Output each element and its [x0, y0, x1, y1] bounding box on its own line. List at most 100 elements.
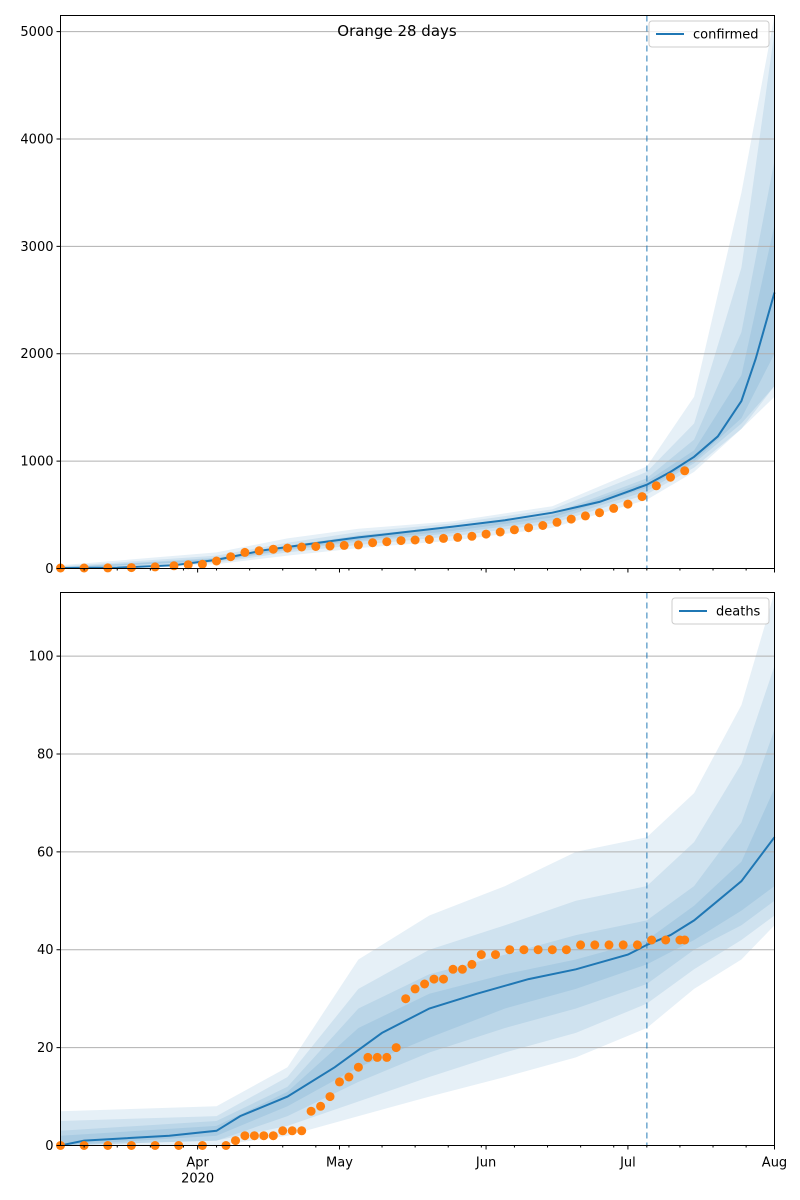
deaths-observed-point [259, 1131, 269, 1141]
confirmed-observed-point [595, 508, 604, 518]
deaths-x-tick-label: Jun [475, 1156, 496, 1171]
confirmed-observed-point [368, 538, 378, 548]
deaths-observed-point [344, 1072, 354, 1082]
deaths-observed-point [325, 1092, 335, 1102]
deaths-observed-point [476, 950, 486, 960]
confirmed-observed-point [183, 560, 193, 570]
confirmed-observed-point [325, 541, 335, 551]
deaths-observed-point [240, 1131, 250, 1141]
confirmed-panel: 0 1000 2000 3000 4000 5000 Orange 28 days con… [20, 15, 776, 577]
deaths-observed-point [410, 984, 420, 994]
confirmed-observed-point [268, 544, 278, 554]
deaths-observed-point [491, 950, 500, 960]
deaths-observed-point [429, 974, 439, 984]
confirmed-observed-point [197, 559, 207, 569]
confirmed-y-tick-label: 3000 [20, 240, 53, 255]
confirmed-observed-point [212, 556, 221, 566]
confirmed-observed-point [680, 466, 690, 476]
deaths-observed-point [382, 1052, 392, 1062]
deaths-observed-point [561, 945, 571, 955]
confirmed-observed-point [524, 523, 534, 533]
confirmed-observed-point [297, 542, 307, 552]
deaths-observed-point [576, 940, 586, 950]
confirmed-observed-point [353, 540, 363, 550]
confirmed-observed-point [509, 525, 519, 535]
deaths-median-line [60, 836, 776, 1147]
deaths-observed-point [391, 1043, 401, 1053]
confirmed-observed-point [439, 533, 448, 543]
confirmed-observed-point [103, 563, 113, 573]
deaths-observed-point [533, 945, 543, 955]
deaths-y-tick-label: 60 [37, 845, 54, 860]
deaths-observed-point [661, 935, 671, 945]
deaths-observed-point [420, 979, 430, 989]
deaths-y-tick-label: 80 [37, 747, 54, 762]
deaths-observed-point [278, 1126, 288, 1136]
deaths-x-tick-label: Apr [186, 1156, 209, 1171]
confirmed-observed-point [283, 543, 292, 553]
deaths-legend-label: deaths [716, 605, 761, 620]
confirmed-legend: confirmed [648, 20, 770, 48]
deaths-axes-frame [60, 592, 775, 1146]
confirmed-observed-point [666, 472, 675, 482]
deaths-observed-point [372, 1052, 382, 1062]
deaths-observed-point [618, 940, 628, 950]
confirmed-observed-point [311, 542, 321, 551]
deaths-observed-point [590, 940, 600, 950]
deaths-observed-point [297, 1126, 307, 1136]
confirmed-observed-point [467, 531, 477, 541]
confirmed-observed-point [226, 552, 236, 562]
deaths-observed-point [335, 1077, 344, 1087]
chart-title: Orange 28 days [337, 22, 457, 40]
deaths-uncertainty-band-1 [60, 592, 775, 1146]
confirmed-observed-point [637, 492, 647, 502]
deaths-observed-point [231, 1136, 240, 1146]
deaths-observed-point [547, 945, 557, 955]
confirmed-observed-point [339, 540, 349, 550]
confirmed-observed-point [552, 517, 562, 527]
deaths-observed-point [647, 935, 657, 945]
confirmed-legend-box [648, 20, 770, 48]
deaths-observed-point [604, 940, 614, 950]
confirmed-legend-label: confirmed [693, 28, 759, 43]
deaths-x-tick-label: Aug [762, 1156, 787, 1171]
confirmed-observed-point [609, 503, 619, 513]
confirmed-observed-point [453, 532, 463, 542]
confirmed-observed-point [240, 547, 250, 557]
deaths-uncertainty-band-4 [60, 788, 775, 1146]
deaths-observed-point [268, 1131, 278, 1141]
deaths-observed-point [353, 1062, 363, 1072]
deaths-x-tick-label: Jul [619, 1156, 636, 1171]
confirmed-y-tick-label: 1000 [20, 455, 53, 470]
deaths-x-tick-sublabel: 2020 [181, 1172, 214, 1187]
deaths-observed-point [439, 974, 448, 984]
deaths-y-axis: 0 20 40 60 80 100 [29, 650, 61, 1154]
deaths-y-tick-label: 100 [29, 650, 54, 665]
confirmed-observed-point [410, 535, 420, 545]
deaths-uncertainty-band-3 [60, 729, 775, 1146]
confirmed-observed-point [495, 527, 505, 537]
deaths-observed-point [632, 940, 642, 950]
confirmed-x-axis-ticks [83, 568, 775, 573]
deaths-observed-point [505, 945, 515, 955]
confirmed-axes-frame [60, 15, 775, 569]
deaths-observed-point [448, 964, 458, 974]
confirmed-observed-point [382, 537, 392, 547]
deaths-observed-point [519, 945, 529, 955]
confirmed-observed-point [651, 481, 661, 491]
deaths-observed-point [467, 959, 477, 969]
deaths-uncertainty-band-2 [60, 665, 775, 1146]
confirmed-observed-point [566, 514, 576, 524]
confirmed-observed-point [580, 511, 590, 521]
deaths-series-lines [60, 836, 776, 1147]
deaths-y-tick-label: 20 [37, 1041, 54, 1056]
confirmed-observed-points [56, 466, 690, 573]
deaths-legend-box [671, 597, 770, 625]
confirmed-observed-point [126, 563, 136, 573]
confirmed-observed-point [481, 529, 491, 539]
confirmed-y-tick-label: 4000 [20, 132, 53, 147]
deaths-observed-point [401, 994, 411, 1004]
confirmed-observed-point [254, 546, 264, 556]
